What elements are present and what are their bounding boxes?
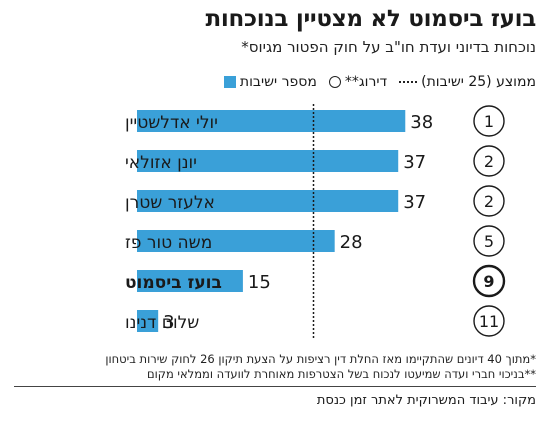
bar-value-label: 38 bbox=[410, 112, 433, 133]
bar bbox=[137, 310, 159, 332]
category-label: בועז ביסמוט bbox=[125, 273, 222, 293]
legend-dotted-swatch bbox=[399, 81, 418, 83]
bar-value-label: 28 bbox=[340, 232, 363, 253]
bar-value-label: 15 bbox=[248, 272, 271, 293]
rank-label: 2 bbox=[484, 152, 494, 171]
legend-item-average: ממוצע (25 ישיבות) bbox=[399, 74, 536, 90]
bar bbox=[137, 190, 399, 212]
category-label: יונן אזולאי bbox=[125, 153, 197, 173]
rank-circle bbox=[472, 264, 506, 298]
bar bbox=[137, 150, 399, 172]
bar-value-label: 3 bbox=[163, 312, 174, 333]
bar bbox=[137, 270, 243, 292]
divider bbox=[14, 386, 536, 387]
bar-value-label: 37 bbox=[403, 192, 426, 213]
legend-item-bars: מספר ישיבות bbox=[223, 74, 317, 90]
chart-title: בועז ביסמוט לא מצטיין בנוכחות bbox=[205, 6, 536, 32]
category-label: משה טור פז bbox=[125, 233, 212, 253]
rank-label: 5 bbox=[484, 232, 494, 251]
rank-circle bbox=[473, 225, 505, 257]
rank-circle bbox=[473, 145, 505, 177]
rank-label: 1 bbox=[484, 112, 494, 131]
bar bbox=[137, 110, 406, 132]
rank-label: 2 bbox=[484, 192, 494, 211]
bar-value-label: 37 bbox=[403, 152, 426, 173]
category-label: אלעזר שטרן bbox=[125, 193, 215, 213]
legend-circle-swatch bbox=[328, 76, 341, 88]
rank-circle bbox=[473, 105, 505, 137]
bar bbox=[137, 230, 335, 252]
legend-average-label: ממוצע (25 ישיבות) bbox=[421, 74, 536, 90]
legend-bars-label: מספר ישיבות bbox=[239, 74, 317, 90]
category-label: שלום דנינו bbox=[125, 313, 199, 333]
rank-label: 11 bbox=[479, 312, 499, 331]
source-note: מקור: עיבוד המשרוקית לאתר זמן כנסת bbox=[316, 393, 536, 408]
legend: מספר ישיבות דירוג** ממוצע (25 ישיבות) bbox=[223, 72, 536, 92]
legend-item-rank: דירוג** bbox=[328, 74, 388, 90]
legend-bar-swatch bbox=[223, 76, 236, 88]
category-label: יולי אדלשטיין bbox=[125, 113, 218, 133]
chart-subtitle: נוכחות בדיוני ועדת חו"ב על חוק הפטור מגי… bbox=[241, 38, 536, 56]
rank-circle bbox=[473, 305, 505, 337]
rank-label: 9 bbox=[483, 272, 494, 291]
rank-circle bbox=[473, 185, 505, 217]
legend-rank-label: דירוג** bbox=[344, 74, 388, 90]
footnote-2: **בניכוי חברי ועדה שמיעטו לנכוח בשל הצטר… bbox=[147, 367, 536, 381]
footnote-1: *מתוך 40 דיונים שהתקיימו מאז החלת דין רצ… bbox=[105, 352, 536, 366]
